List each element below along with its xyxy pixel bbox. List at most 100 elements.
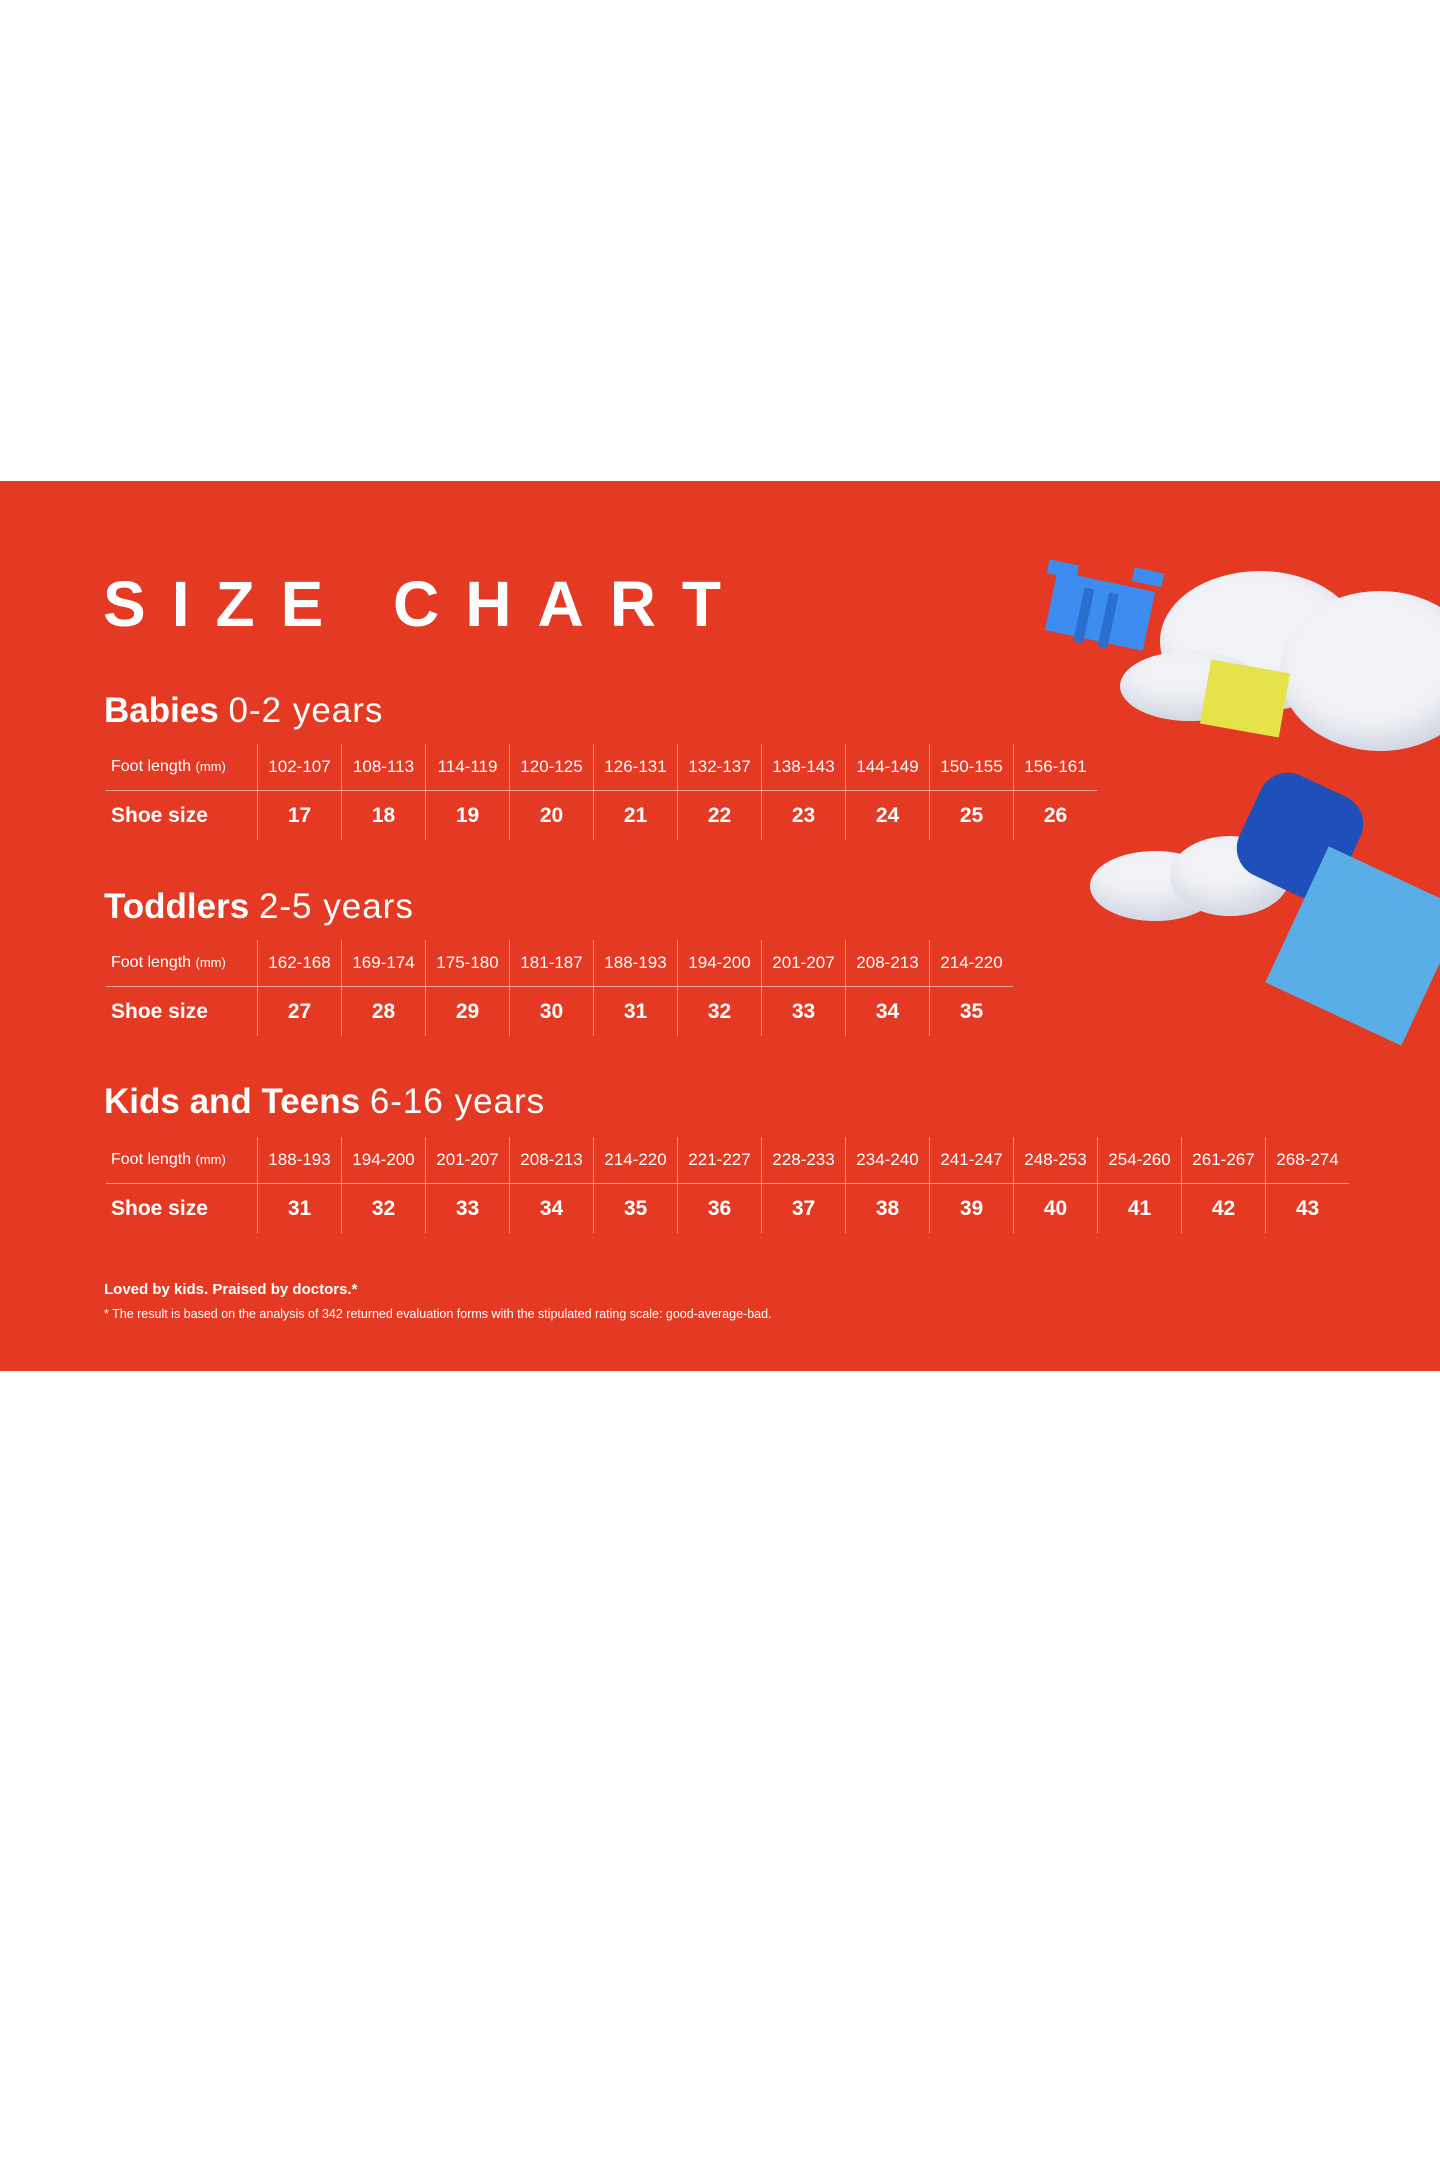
- foot-length-cell: 268-274: [1265, 1137, 1349, 1184]
- section-heading-babies: Babies 0-2 years: [104, 691, 383, 731]
- blue-toy-block-icon: [1031, 550, 1169, 673]
- shoe-size-cell: 38: [845, 1183, 930, 1233]
- foot-length-cell: 188-193: [257, 1137, 342, 1184]
- shoe-size-cell: 28: [341, 986, 426, 1036]
- shoe-size-cell: 33: [425, 1183, 510, 1233]
- row-label: Foot length (mm): [106, 940, 258, 987]
- shoe-size-cell: 24: [845, 790, 930, 840]
- foot-length-cell: 234-240: [845, 1137, 930, 1184]
- shoe-size-cell: 34: [509, 1183, 594, 1233]
- foot-length-cell: 201-207: [761, 940, 846, 987]
- shoe-size-cell: 29: [425, 986, 510, 1036]
- shoe-size-row: Shoe size 27 28 29 30 31 32 33 34 35: [106, 986, 1013, 1036]
- shoe-size-cell: 33: [761, 986, 846, 1036]
- size-table-toddlers: Foot length (mm) 162-168 169-174 175-180 181…: [106, 940, 1013, 1036]
- section-name: Babies: [104, 691, 219, 730]
- unit-label: (mm): [195, 1152, 226, 1167]
- tagline: Loved by kids. Praised by doctors.*: [104, 1281, 358, 1298]
- size-table-babies: Foot length (mm) 102-107 108-113 114-119 120…: [106, 744, 1097, 840]
- shoe-size-cell: 35: [929, 986, 1013, 1036]
- section-name: Kids and Teens: [104, 1082, 361, 1121]
- unit-label: (mm): [195, 759, 226, 774]
- shoe-size-cell: 34: [845, 986, 930, 1036]
- page-title: SIZE CHART: [103, 568, 747, 640]
- row-label: Foot length (mm): [106, 1137, 258, 1184]
- foot-length-cell: 120-125: [509, 744, 594, 791]
- foot-length-cell: 156-161: [1013, 744, 1097, 791]
- section-heading-kids-teens: Kids and Teens 6-16 years: [104, 1082, 545, 1122]
- foot-length-cell: 144-149: [845, 744, 930, 791]
- size-table-kids-teens: Foot length (mm) 188-193 194-200 201-207 208…: [106, 1137, 1349, 1233]
- shoe-size-cell: 30: [509, 986, 594, 1036]
- footnote: * The result is based on the analysis of…: [104, 1307, 772, 1321]
- foot-length-cell: 150-155: [929, 744, 1014, 791]
- foot-length-cell: 214-220: [929, 940, 1013, 987]
- shoe-size-label: Shoe size: [111, 803, 208, 827]
- section-age: 0-2 years: [228, 691, 384, 730]
- foot-length-cell: 208-213: [845, 940, 930, 987]
- shoe-size-label: Shoe size: [111, 999, 208, 1023]
- section-heading-toddlers: Toddlers 2-5 years: [104, 887, 414, 927]
- shoe-size-cell: 19: [425, 790, 510, 840]
- shoe-size-cell: 37: [761, 1183, 846, 1233]
- foot-length-cell: 188-193: [593, 940, 678, 987]
- shoe-size-cell: 17: [257, 790, 342, 840]
- foot-length-cell: 181-187: [509, 940, 594, 987]
- foot-length-cell: 208-213: [509, 1137, 594, 1184]
- foot-length-cell: 138-143: [761, 744, 846, 791]
- size-chart-banner: SIZE CHART Babies 0-2 years Foot length …: [0, 481, 1440, 1371]
- shoe-size-cell: 31: [593, 986, 678, 1036]
- shoe-size-cell: 40: [1013, 1183, 1098, 1233]
- shoe-size-cell: 22: [677, 790, 762, 840]
- foot-length-cell: 175-180: [425, 940, 510, 987]
- foot-length-cell: 132-137: [677, 744, 762, 791]
- foot-length-label: Foot length: [111, 954, 192, 971]
- foot-length-label: Foot length: [111, 1151, 192, 1168]
- shoe-size-row: Shoe size 17 18 19 20 21 22 23 24 25 26: [106, 790, 1097, 840]
- foot-length-cell: 221-227: [677, 1137, 762, 1184]
- row-label: Foot length (mm): [106, 744, 258, 791]
- foot-length-cell: 194-200: [677, 940, 762, 987]
- shoe-size-cell: 18: [341, 790, 426, 840]
- cloud-icon: [1280, 591, 1440, 751]
- foot-length-row: Foot length (mm) 162-168 169-174 175-180 181…: [106, 940, 1013, 987]
- shoe-size-cell: 41: [1097, 1183, 1182, 1233]
- foot-length-cell: 114-119: [425, 744, 510, 791]
- shoe-size-cell: 20: [509, 790, 594, 840]
- section-name: Toddlers: [104, 887, 250, 926]
- foot-length-cell: 162-168: [257, 940, 342, 987]
- shoe-size-cell: 32: [341, 1183, 426, 1233]
- unit-label: (mm): [195, 955, 226, 970]
- foot-length-cell: 241-247: [929, 1137, 1014, 1184]
- shoe-size-cell: 25: [929, 790, 1014, 840]
- foot-length-cell: 102-107: [257, 744, 342, 791]
- foot-length-cell: 214-220: [593, 1137, 678, 1184]
- shoe-size-cell: 32: [677, 986, 762, 1036]
- foot-length-cell: 228-233: [761, 1137, 846, 1184]
- shoe-size-cell: 36: [677, 1183, 762, 1233]
- foot-length-cell: 194-200: [341, 1137, 426, 1184]
- foot-length-label: Foot length: [111, 758, 192, 775]
- foot-length-cell: 254-260: [1097, 1137, 1182, 1184]
- foot-length-cell: 169-174: [341, 940, 426, 987]
- foot-length-cell: 261-267: [1181, 1137, 1266, 1184]
- shoe-size-cell: 35: [593, 1183, 678, 1233]
- shoe-size-cell: 23: [761, 790, 846, 840]
- yellow-toy-block-icon: [1199, 659, 1291, 738]
- section-age: 6-16 years: [369, 1082, 546, 1121]
- foot-length-cell: 248-253: [1013, 1137, 1098, 1184]
- shoe-size-cell: 39: [929, 1183, 1014, 1233]
- foot-length-row: Foot length (mm) 102-107 108-113 114-119 120…: [106, 744, 1097, 791]
- shoe-size-cell: 27: [257, 986, 342, 1036]
- shoe-size-cell: 21: [593, 790, 678, 840]
- foot-length-cell: 201-207: [425, 1137, 510, 1184]
- section-age: 2-5 years: [258, 887, 414, 926]
- shoe-size-cell: 26: [1013, 790, 1097, 840]
- foot-length-row: Foot length (mm) 188-193 194-200 201-207 208…: [106, 1137, 1349, 1184]
- shoe-size-cell: 42: [1181, 1183, 1266, 1233]
- shoe-size-cell: 31: [257, 1183, 342, 1233]
- foot-length-cell: 108-113: [341, 744, 426, 791]
- shoe-size-cell: 43: [1265, 1183, 1349, 1233]
- shoe-size-row: Shoe size 31 32 33 34 35 36 37 38 39 40 41 42 43: [106, 1183, 1349, 1233]
- shoe-size-label: Shoe size: [111, 1196, 208, 1220]
